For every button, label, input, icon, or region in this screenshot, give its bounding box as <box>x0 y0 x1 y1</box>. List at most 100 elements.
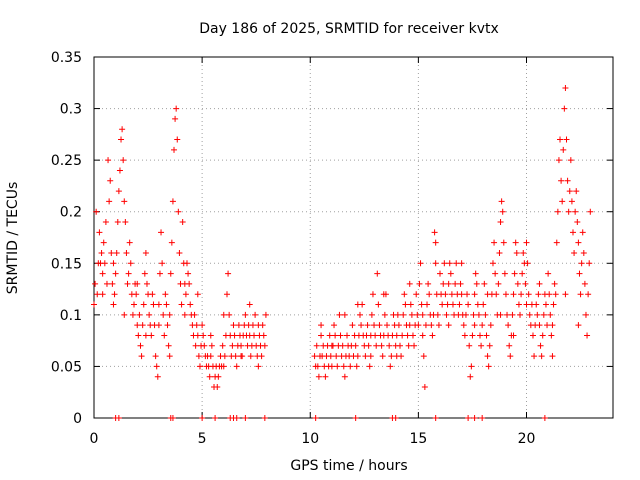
data-point <box>176 249 183 256</box>
data-point <box>108 249 115 256</box>
data-point <box>479 415 486 421</box>
data-point <box>387 363 394 370</box>
data-point <box>142 249 149 256</box>
data-point <box>587 208 594 215</box>
data-point <box>448 291 455 298</box>
data-point <box>399 332 406 339</box>
data-point <box>533 301 540 308</box>
data-point <box>510 291 517 298</box>
data-point <box>183 260 190 267</box>
data-point <box>419 332 426 339</box>
data-point <box>98 249 105 256</box>
data-point <box>251 332 258 339</box>
data-point <box>161 332 168 339</box>
data-point <box>446 260 453 267</box>
data-point <box>362 353 369 360</box>
data-point <box>452 280 459 287</box>
data-point <box>364 322 371 329</box>
data-point <box>120 157 127 164</box>
data-point <box>105 157 112 164</box>
data-point <box>135 332 142 339</box>
data-point <box>449 301 456 308</box>
data-point <box>504 311 511 318</box>
data-point <box>549 322 556 329</box>
data-point <box>137 342 144 349</box>
data-point <box>386 342 393 349</box>
data-point <box>258 353 265 360</box>
data-point <box>517 311 524 318</box>
data-point <box>462 311 469 318</box>
data-point <box>550 301 557 308</box>
data-point <box>174 136 181 143</box>
data-point <box>141 270 148 277</box>
data-point <box>369 291 376 298</box>
x-tick-label: 20 <box>518 431 536 447</box>
data-point <box>115 188 122 195</box>
data-point <box>393 332 400 339</box>
data-point <box>519 270 526 277</box>
data-point <box>442 291 449 298</box>
data-point <box>221 353 228 360</box>
y-axis-label: SRMTID / TECUs <box>5 182 21 295</box>
data-point <box>443 311 450 318</box>
data-point <box>469 332 476 339</box>
data-point <box>522 280 529 287</box>
data-point <box>164 322 171 329</box>
data-point <box>396 342 403 349</box>
data-point <box>499 208 506 215</box>
data-point <box>497 219 504 226</box>
data-point <box>219 342 226 349</box>
data-point <box>432 239 439 246</box>
data-point <box>171 146 178 153</box>
data-point <box>192 342 199 349</box>
data-point <box>575 322 582 329</box>
data-point <box>107 177 114 184</box>
data-point <box>126 239 133 246</box>
data-point <box>191 311 198 318</box>
data-point <box>155 301 162 308</box>
data-point <box>318 332 325 339</box>
data-point <box>498 198 505 205</box>
data-point <box>331 322 338 329</box>
data-point <box>507 353 514 360</box>
data-point <box>417 260 424 267</box>
data-point <box>569 229 576 236</box>
data-point <box>261 415 268 421</box>
data-point <box>94 291 101 298</box>
data-point <box>122 219 129 226</box>
data-point <box>156 270 163 277</box>
data-point <box>515 301 522 308</box>
data-point <box>432 260 439 267</box>
data-point <box>99 270 106 277</box>
data-point <box>467 373 474 380</box>
data-point <box>166 353 173 360</box>
data-point <box>466 342 473 349</box>
data-point <box>409 332 416 339</box>
data-point <box>101 260 108 267</box>
data-point <box>419 311 426 318</box>
data-point <box>581 280 588 287</box>
data-point <box>169 415 176 421</box>
data-point <box>207 353 214 360</box>
data-point <box>404 332 411 339</box>
data-point <box>558 177 565 184</box>
data-point <box>536 280 543 287</box>
data-point <box>199 415 206 421</box>
data-point <box>129 311 136 318</box>
data-point <box>127 260 134 267</box>
data-point <box>259 322 266 329</box>
data-point <box>506 342 513 349</box>
data-point <box>428 322 435 329</box>
data-point <box>207 332 214 339</box>
data-point <box>150 301 157 308</box>
data-point <box>118 136 125 143</box>
data-point <box>106 198 113 205</box>
data-point <box>511 270 518 277</box>
data-point <box>579 229 586 236</box>
data-point <box>577 291 584 298</box>
data-point <box>471 322 478 329</box>
y-tick-label: 0.05 <box>51 359 82 375</box>
data-point <box>334 363 341 370</box>
data-point <box>199 322 206 329</box>
